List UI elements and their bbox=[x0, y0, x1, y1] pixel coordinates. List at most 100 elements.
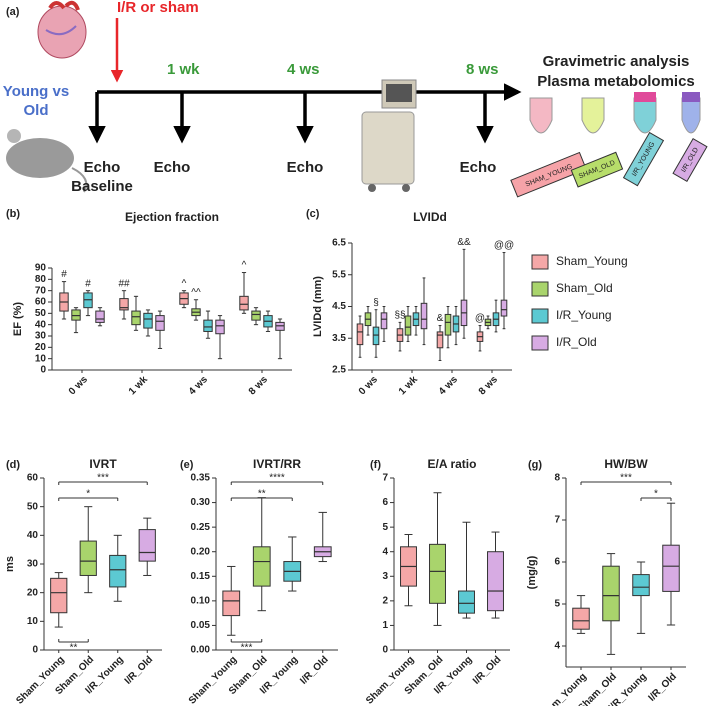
x-tick-label: Sham_Young bbox=[187, 654, 239, 706]
significance-mark: && bbox=[457, 237, 471, 248]
legend-label: I/R_Young bbox=[556, 308, 612, 322]
significance-mark: ^^ bbox=[191, 287, 201, 298]
intervention: I/R or sham bbox=[117, 0, 199, 16]
y-tick-label: 0 bbox=[40, 365, 46, 376]
y-axis-label: ms bbox=[4, 556, 16, 572]
significance-mark: @@ bbox=[494, 240, 514, 251]
box bbox=[602, 565, 620, 622]
y-tick-label: 30 bbox=[27, 559, 39, 570]
x-tick-label: Sham_Young bbox=[364, 654, 416, 706]
significance-mark: # bbox=[85, 278, 91, 289]
tube-label-box bbox=[622, 131, 665, 187]
y-tick-label: 50 bbox=[35, 308, 47, 319]
box bbox=[632, 574, 650, 597]
x-tick-label: 1 wk bbox=[127, 374, 150, 397]
timepoint: 1 wk bbox=[167, 61, 200, 78]
y-tick-label: 4 bbox=[382, 546, 388, 557]
y-axis-label: EF (%) bbox=[12, 302, 24, 337]
legend-swatch bbox=[531, 254, 549, 270]
chart-title: IVRT/RR bbox=[253, 457, 301, 471]
y-tick-label: 10 bbox=[27, 616, 39, 627]
significance-label: ** bbox=[258, 489, 266, 500]
significance-mark: §§ bbox=[394, 310, 405, 321]
timepoint: 4 ws bbox=[287, 61, 320, 78]
x-tick-label: 8 ws bbox=[477, 374, 500, 397]
box bbox=[458, 590, 475, 614]
significance-label: *** bbox=[97, 473, 109, 484]
x-tick-label: I/R_Old bbox=[123, 654, 156, 687]
echo: Echo bbox=[460, 159, 497, 176]
panel-label: (f) bbox=[370, 459, 381, 471]
box bbox=[155, 315, 165, 331]
y-tick-label: 2 bbox=[382, 595, 388, 606]
y-axis-label: LVIDd (mm) bbox=[312, 276, 324, 337]
significance-label: *** bbox=[620, 473, 632, 484]
y-tick-label: 7 bbox=[554, 515, 560, 526]
y-tick-label: 5 bbox=[382, 522, 388, 533]
y-tick-label: 1 bbox=[382, 620, 388, 631]
box bbox=[143, 312, 153, 329]
y-tick-label: 0 bbox=[32, 645, 38, 656]
y-tick-label: 60 bbox=[27, 473, 39, 484]
box bbox=[252, 546, 271, 587]
legend-swatch bbox=[531, 308, 549, 324]
tubes bbox=[529, 92, 701, 134]
box bbox=[222, 590, 241, 617]
box bbox=[372, 326, 380, 346]
y-tick-label: 20 bbox=[35, 342, 47, 353]
echo: Echo bbox=[287, 159, 324, 176]
y-tick-label: 6 bbox=[554, 557, 560, 568]
significance-label: * bbox=[86, 489, 90, 500]
significance-label: *** bbox=[241, 643, 253, 654]
y-tick-label: 4 bbox=[554, 641, 560, 652]
panel-label: (b) bbox=[6, 208, 20, 220]
y-tick-label: 5 bbox=[554, 599, 560, 610]
box bbox=[109, 554, 127, 588]
y-tick-label: 0.20 bbox=[191, 546, 211, 557]
panel-label: (d) bbox=[6, 459, 20, 471]
y-tick-label: 0.05 bbox=[191, 620, 211, 631]
y-tick-label: 0.10 bbox=[191, 595, 211, 606]
significance-mark: ^ bbox=[182, 278, 187, 289]
y-tick-label: 70 bbox=[35, 285, 47, 296]
y-tick-label: 6 bbox=[382, 497, 388, 508]
x-tick-label: I/R_Old bbox=[646, 671, 679, 704]
timepoint: 8 ws bbox=[466, 61, 499, 78]
legend-label: I/R_Old bbox=[556, 335, 597, 349]
panel-label: (e) bbox=[180, 459, 194, 471]
chart-title: E/A ratio bbox=[428, 457, 477, 471]
significance-label: ** bbox=[70, 643, 78, 654]
y-tick-label: 50 bbox=[27, 501, 39, 512]
baseline: Baseline bbox=[71, 178, 133, 195]
x-tick-label: 4 ws bbox=[437, 374, 460, 397]
tube-label-box bbox=[510, 151, 587, 198]
y-tick-label: 8 bbox=[554, 473, 560, 484]
box bbox=[662, 544, 680, 592]
significance-mark: ^ bbox=[242, 260, 247, 271]
box bbox=[119, 298, 129, 311]
box bbox=[95, 310, 105, 323]
groups: Young vs bbox=[3, 83, 69, 100]
echo: Echo bbox=[154, 159, 191, 176]
box bbox=[356, 323, 364, 346]
chart-title: Ejection fraction bbox=[125, 210, 219, 224]
legend-label: Sham_Old bbox=[556, 281, 613, 295]
mouse-icon bbox=[6, 129, 88, 193]
box bbox=[404, 315, 412, 336]
box bbox=[380, 312, 388, 330]
y-tick-label: 20 bbox=[27, 587, 39, 598]
echo-machine bbox=[361, 79, 417, 192]
chart-title: HW/BW bbox=[604, 457, 648, 471]
y-tick-label: 2.5 bbox=[332, 365, 346, 376]
panel-label: (c) bbox=[306, 208, 320, 220]
significance-mark: ## bbox=[118, 278, 130, 289]
significance-mark: & bbox=[437, 313, 444, 324]
panel-label: (a) bbox=[6, 6, 20, 18]
panel-label: (g) bbox=[528, 459, 542, 471]
x-tick-label: 0 ws bbox=[67, 374, 90, 397]
y-axis-label: (mg/g) bbox=[526, 555, 538, 589]
box bbox=[203, 319, 213, 332]
y-tick-label: 40 bbox=[35, 319, 47, 330]
legend-swatch bbox=[531, 281, 549, 297]
